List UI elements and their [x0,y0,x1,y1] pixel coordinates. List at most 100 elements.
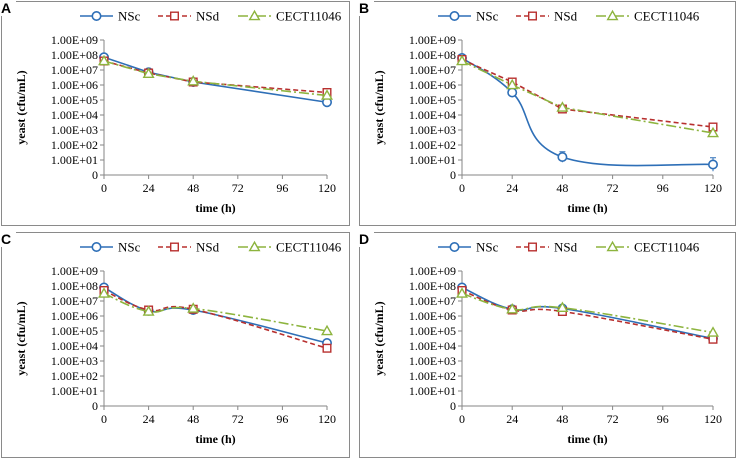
series-cect11046-marker [455,287,469,298]
panel-c: C 0 1.00E+01 1.00E+02 1.00E+03 1.00E+04 1.00E… [1,232,350,458]
y-axis-title: yeast (cfu/mL) [14,301,28,375]
series-cect11046-line [461,292,714,334]
x-tick-label: 24 [143,412,155,426]
series-nsd-line [103,60,328,94]
series-cect11046-marker [187,75,200,86]
series-nsc-marker [707,159,718,170]
y-tick-label: 1.00E+04 [51,339,98,353]
y-tick-label: 1.00E+02 [51,369,98,383]
panel-letter: D [359,232,374,247]
x-tick-label: 0 [101,181,107,195]
y-tick-label: 1.00E+01 [51,153,98,167]
panel-d: D 0 1.00E+01 1.00E+02 1.00E+03 1.00E+04 1.00E… [359,232,736,458]
y-tick-label: 1.00E+06 [51,309,98,323]
y-tick-label: 1.00E+09 [409,264,456,278]
y-tick-label: 1.00E+04 [51,108,98,122]
legend: NSc NSd CECT11046 [438,9,700,24]
legend: NSc NSd CECT11046 [80,9,342,24]
x-tick-label: 48 [187,412,199,426]
x-tick-label: 72 [232,412,244,426]
y-axis-title: yeast (cfu/mL) [14,70,28,144]
x-tick-label: 96 [276,412,288,426]
y-tick-label: 1.00E+05 [409,324,456,338]
y-tick-label: 1.00E+01 [409,153,456,167]
series-nsd-marker [322,343,332,353]
y-tick-label: 1.00E+04 [409,339,456,353]
y-axis-title: yeast (cfu/mL) [372,70,386,144]
x-tick-label: 48 [556,181,568,195]
y-tick-label: 1.00E+02 [409,369,456,383]
x-axis-title: time (h) [567,201,607,215]
panel-letter: B [359,1,374,16]
panel-a: A 0 1.00E+01 1.00E+02 1.00E+03 1.00E+04 1.00E… [1,1,350,226]
legend-cect11046-label: CECT11046 [634,9,700,24]
legend-nsc-marker [449,242,460,252]
y-tick-label: 1.00E+01 [409,384,456,398]
series-nsc-line [103,286,328,344]
y-tick-label: 1.00E+03 [51,354,98,368]
legend-nsd-label: NSd [196,240,220,255]
series-cect11046-marker [320,89,334,100]
series-cect11046-marker [556,101,569,112]
series-cect11046-line [103,292,328,332]
x-axis-title: time (h) [195,432,235,446]
y-tick-label: 1.00E+03 [51,123,98,137]
y-tick-label: 1.00E+03 [409,123,456,137]
chart-c: 01.00E+011.00E+021.00E+031.00E+041.00E+0… [14,240,342,447]
series-cect11046-marker [142,67,155,79]
legend-nsc-marker [91,242,102,252]
x-tick-label: 0 [459,412,465,426]
series-nsd-line [103,289,328,350]
series-cect11046-marker [142,305,155,316]
legend-nsd-label: NSd [196,9,220,24]
legend-cect11046-marker [606,9,619,21]
x-tick-label: 72 [607,412,619,426]
legend-nsd-marker [527,242,537,252]
legend-cect11046-label: CECT11046 [276,9,342,24]
y-tick-label: 1.00E+04 [409,108,456,122]
x-tick-label: 72 [232,181,244,195]
legend-cect11046-label: CECT11046 [276,240,342,255]
y-tick-label: 1.00E+02 [409,138,456,152]
legend: NSc NSd CECT11046 [438,240,700,255]
legend-nsc-label: NSc [118,9,141,24]
y-tick-label: 1.00E+09 [51,33,98,47]
legend-nsd-marker [169,242,179,252]
legend-nsd-marker [169,11,179,21]
y-tick-label: 1.00E+08 [409,279,456,293]
series-cect11046-marker [556,301,569,313]
x-axis-title: time (h) [567,432,607,446]
legend-nsd-label: NSd [554,9,578,24]
x-tick-label: 24 [506,412,518,426]
series-nsc-marker [507,87,518,98]
y-tick-label: 1.00E+08 [51,48,98,62]
x-tick-label: 0 [459,181,465,195]
series-nsd-line [461,58,714,128]
series-cect11046-marker [506,78,519,90]
legend-cect11046-label: CECT11046 [634,240,700,255]
legend-cect11046-marker [248,9,261,21]
y-tick-label: 1.00E+08 [409,48,456,62]
y-tick-label: 1.00E+08 [51,279,98,293]
y-tick-label: 1.00E+05 [51,93,98,107]
series-cect11046-marker [706,126,720,138]
x-tick-label: 48 [187,181,199,195]
x-tick-label: 120 [318,412,336,426]
y-tick-label: 1.00E+07 [51,294,98,308]
x-tick-label: 72 [607,181,619,195]
legend: NSc NSd CECT11046 [80,240,342,255]
y-tick-label: 1.00E+02 [51,138,98,152]
x-tick-label: 120 [704,412,722,426]
x-tick-label: 96 [276,181,288,195]
series-cect11046-marker [97,287,111,298]
x-tick-label: 24 [506,181,518,195]
x-tick-label: 24 [143,181,155,195]
panel-b: B 0 1.00E+01 1.00E+02 1.00E+03 1.00E+04 1.00E… [359,1,736,226]
legend-nsc-label: NSc [118,240,141,255]
y-tick-label: 1.00E+03 [409,354,456,368]
panel-letter: A [1,1,16,16]
series-nsd-line [461,289,714,341]
y-tick-label: 1.00E+07 [409,294,456,308]
x-tick-label: 96 [657,181,669,195]
x-tick-label: 96 [657,412,669,426]
